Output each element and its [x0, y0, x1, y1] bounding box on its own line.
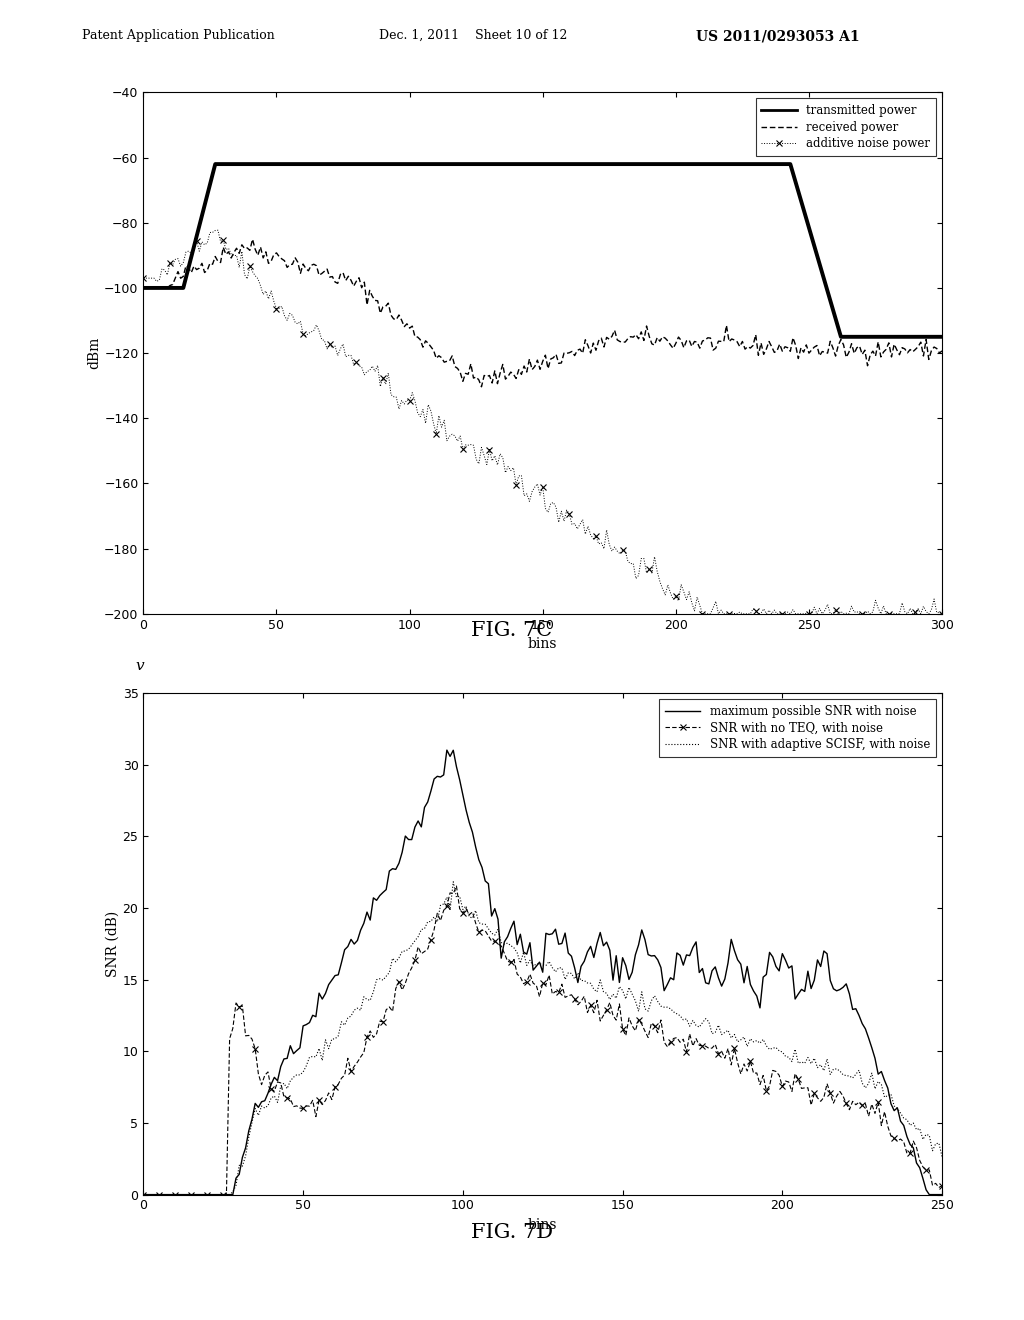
X-axis label: bins: bins [528, 638, 557, 651]
Y-axis label: SNR (dB): SNR (dB) [105, 911, 120, 977]
X-axis label: bins: bins [528, 1218, 557, 1232]
Legend: maximum possible SNR with noise, SNR with no TEQ, with noise, SNR with adaptive : maximum possible SNR with noise, SNR wit… [659, 698, 936, 756]
Text: v: v [135, 659, 144, 673]
Text: FIG. 7C: FIG. 7C [471, 622, 553, 640]
Text: US 2011/0293053 A1: US 2011/0293053 A1 [696, 29, 860, 44]
Legend: transmitted power, received power, additive noise power: transmitted power, received power, addit… [756, 98, 936, 156]
Text: FIG. 7D: FIG. 7D [471, 1224, 553, 1242]
Text: Dec. 1, 2011    Sheet 10 of 12: Dec. 1, 2011 Sheet 10 of 12 [379, 29, 567, 42]
Y-axis label: dBm: dBm [87, 337, 101, 370]
Text: Patent Application Publication: Patent Application Publication [82, 29, 274, 42]
